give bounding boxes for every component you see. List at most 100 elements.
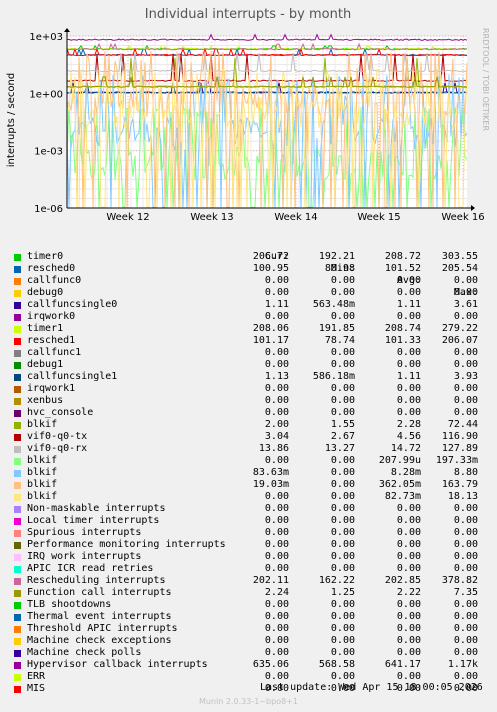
legend-cur-value: 0.00 (264, 311, 289, 322)
legend-swatch (14, 626, 21, 633)
legend-max-value: 0.00 (453, 503, 478, 514)
legend-min-value: 0.00 (330, 479, 355, 490)
legend-avg-value: 0.00 (396, 359, 421, 370)
legend-row: vif0-q0-rx 13.86 13.27 14.72 127.89 (0, 443, 497, 455)
legend-avg-value: 1.11 (396, 299, 421, 310)
legend-max-value: 0.00 (453, 539, 478, 550)
y-tick-label: 1e-06 (34, 204, 63, 215)
legend-cur-value: 0.00 (264, 455, 289, 466)
legend-cur-value: 1.11 (264, 299, 289, 310)
legend-avg-value: 641.17 (384, 659, 421, 670)
legend-swatch (14, 542, 21, 549)
legend-max-value: 0.00 (453, 311, 478, 322)
legend-max-value: 127.89 (441, 443, 478, 454)
legend-max-value: 205.54 (441, 263, 478, 274)
legend-series-name: debug0 (27, 287, 64, 298)
x-axis-arrow (471, 205, 475, 211)
legend-min-value: 0.00 (330, 311, 355, 322)
legend-min-value: 586.18m (312, 371, 355, 382)
legend-max-value: 0.00 (453, 515, 478, 526)
legend-avg-value: 362.05m (378, 479, 421, 490)
legend-cur-value: 101.17 (252, 335, 289, 346)
legend-avg-value: 0.00 (396, 287, 421, 298)
legend-series-name: resched1 (27, 335, 76, 346)
legend-min-value: 0.00 (330, 455, 355, 466)
legend-row: blkif 19.03m 0.00 362.05m 163.79 (0, 479, 497, 491)
legend-avg-value: 0.00 (396, 347, 421, 358)
legend-swatch (14, 290, 21, 297)
y-axis-arrow (64, 28, 70, 32)
legend-cur-value: 0.00 (264, 503, 289, 514)
legend-max-value: 206.07 (441, 335, 478, 346)
legend-cur-value: 0.00 (264, 515, 289, 526)
legend-cur-value: 0.00 (264, 539, 289, 550)
legend-cur-value: 0.00 (264, 599, 289, 610)
legend-max-value: 0.00 (453, 407, 478, 418)
legend-min-value: 192.21 (318, 251, 355, 262)
legend-swatch (14, 506, 21, 513)
legend-row: Function call interrupts 2.24 1.25 2.22 7.35 (0, 587, 497, 599)
legend-avg-value: 0.00 (396, 671, 421, 682)
legend-row: Hypervisor callback interrupts 635.06 568.… (0, 659, 497, 671)
legend-avg-value: 0.00 (396, 311, 421, 322)
legend-min-value: 0.00 (330, 383, 355, 394)
legend-swatch (14, 374, 21, 381)
legend-row: Rescheduling interrupts 202.11 162.22 202.8… (0, 575, 497, 587)
legend-min-value: 0.00 (330, 491, 355, 502)
legend-avg-value: 0.00 (396, 539, 421, 550)
legend-max-value: 72.44 (447, 419, 478, 430)
legend-row: Machine check exceptions 0.00 0.00 0.00 0.00 (0, 635, 497, 647)
last-update: Last update: Wed Apr 15 18:00:05 2026 (260, 682, 483, 693)
legend-min-value: 2.67 (330, 431, 355, 442)
y-tick-label: 1e-03 (34, 147, 63, 158)
legend-avg-value: 207.99u (378, 455, 421, 466)
legend-series-name: xenbus (27, 395, 64, 406)
legend-min-value: 13.27 (324, 443, 355, 454)
legend-series-name: APIC ICR read retries (27, 563, 154, 574)
legend-min-value: 0.00 (330, 551, 355, 562)
legend-avg-value: 202.85 (384, 575, 421, 586)
legend-min-value: 0.00 (330, 515, 355, 526)
legend-row: APIC ICR read retries 0.00 0.00 0.00 0.00 (0, 563, 497, 575)
legend-avg-value: 208.72 (384, 251, 421, 262)
legend-max-value: 0.00 (453, 635, 478, 646)
legend-max-value: 0.00 (453, 287, 478, 298)
legend-row: resched0 100.95 80.98 101.52 205.54 (0, 263, 497, 275)
legend-row: Threshold APIC interrupts 0.00 0.00 0.00 0.0… (0, 623, 497, 635)
x-tick-label: Week 13 (190, 212, 233, 223)
legend-cur-value: 0.00 (264, 527, 289, 538)
series-line (66, 33, 468, 41)
legend-cur-value: 13.86 (258, 443, 289, 454)
legend-avg-value: 208.74 (384, 323, 421, 334)
legend-series-name: Local timer interrupts (27, 515, 160, 526)
legend-min-value: 191.85 (318, 323, 355, 334)
legend-cur-value: 0.00 (264, 563, 289, 574)
legend-cur-value: 0.00 (264, 611, 289, 622)
legend-swatch (14, 662, 21, 669)
legend-min-value: 0.00 (330, 683, 355, 694)
legend-avg-value: 0.00 (396, 275, 421, 286)
legend-cur-value: 2.00 (264, 419, 289, 430)
legend-max-value: 116.90 (441, 431, 478, 442)
legend-max-value: 3.61 (453, 299, 478, 310)
legend-avg-value: 0.00 (396, 683, 421, 694)
legend-row: blkif 2.00 1.55 2.28 72.44 (0, 419, 497, 431)
y-tick-labels: 1e+03 1e+00 1e-03 1e-06 (29, 32, 63, 215)
legend-swatch (14, 398, 21, 405)
legend-max-value: 0.00 (453, 275, 478, 286)
legend-series-name: Hypervisor callback interrupts (27, 659, 208, 670)
legend-series-name: vif0-q0-tx (27, 431, 88, 442)
series-lines (66, 33, 468, 208)
legend-max-value: 0.00 (453, 359, 478, 370)
legend-row: resched1 101.17 78.74 101.33 206.07 (0, 335, 497, 347)
legend-cur-value: 0.00 (264, 671, 289, 682)
legend-row: Local timer interrupts 0.00 0.00 0.00 0.00 (0, 515, 497, 527)
legend-swatch (14, 470, 21, 477)
legend-series-name: IRQ work interrupts (27, 551, 142, 562)
legend-min-value: 0.00 (330, 635, 355, 646)
legend-cur-value: 0.00 (264, 683, 289, 694)
legend-swatch (14, 686, 21, 693)
legend-min-value: 1.25 (330, 587, 355, 598)
legend-swatch (14, 590, 21, 597)
legend-series-name: blkif (27, 419, 58, 430)
